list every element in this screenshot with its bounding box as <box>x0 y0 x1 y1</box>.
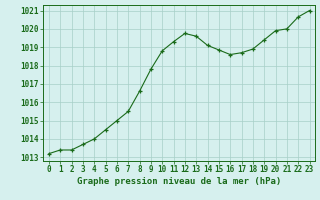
X-axis label: Graphe pression niveau de la mer (hPa): Graphe pression niveau de la mer (hPa) <box>77 177 281 186</box>
